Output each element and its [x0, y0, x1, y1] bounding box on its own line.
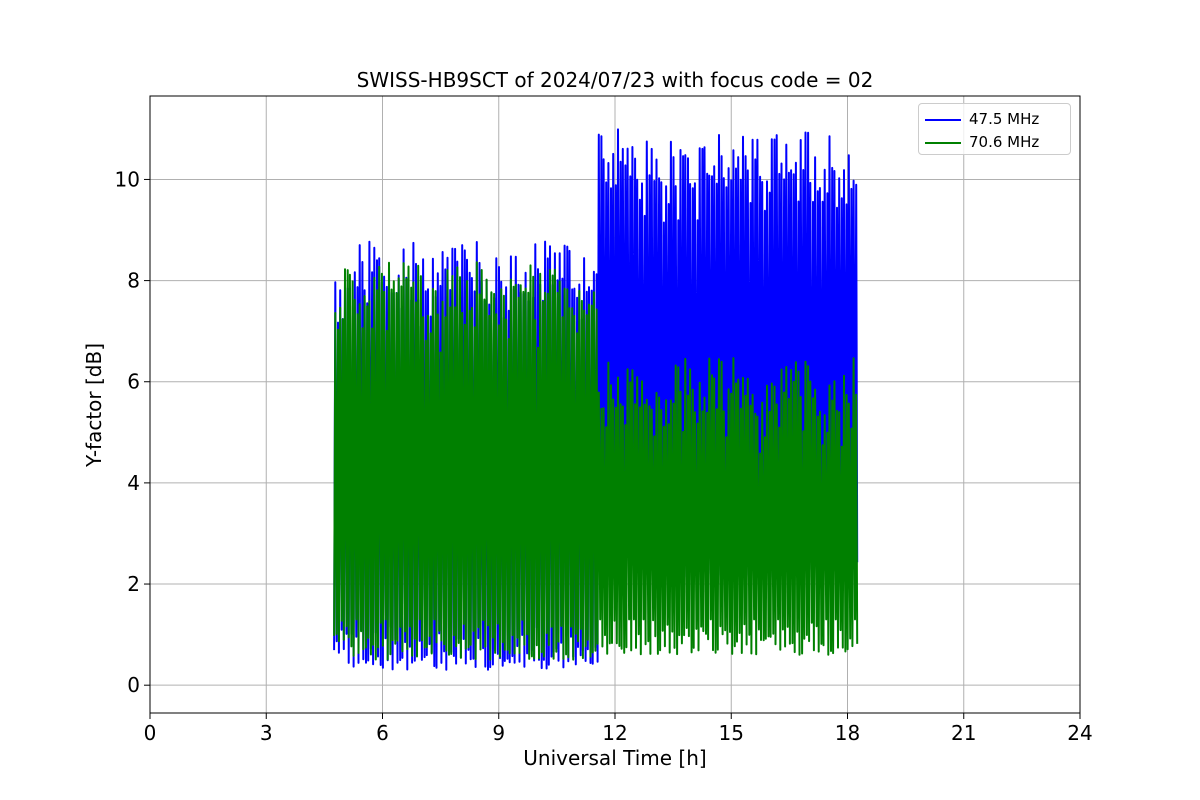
legend-entry-1: 47.5 MHz	[919, 108, 1070, 131]
series-2-group	[333, 261, 859, 661]
legend-swatch-2	[925, 142, 961, 144]
x-tick-label: 0	[144, 721, 157, 745]
x-axis-ticks: 0 3 6 9 12 15 18 21 24	[144, 713, 1093, 745]
y-tick-label: 6	[127, 370, 140, 394]
y-axis-label: Y-factor [dB]	[82, 342, 106, 468]
x-tick-label: 18	[835, 721, 860, 745]
y-tick-label: 4	[127, 471, 140, 495]
y-axis-ticks: 0 2 4 6 8 10	[115, 167, 150, 697]
legend-entry-2: 70.6 MHz	[919, 131, 1070, 154]
legend-label-1: 47.5 MHz	[969, 110, 1040, 128]
y-tick-label: 0	[127, 673, 140, 697]
series-layer	[333, 128, 859, 671]
x-tick-label: 15	[719, 721, 744, 745]
x-tick-label: 6	[376, 721, 389, 745]
x-tick-label: 9	[492, 721, 505, 745]
chart-title: SWISS-HB9SCT of 2024/07/23 with focus co…	[356, 68, 874, 92]
legend-label-2: 70.6 MHz	[969, 133, 1040, 151]
legend-swatch-1	[925, 119, 961, 121]
x-tick-label: 21	[951, 721, 976, 745]
x-tick-label: 24	[1067, 721, 1092, 745]
x-tick-label: 12	[602, 721, 627, 745]
x-tick-label: 3	[260, 721, 273, 745]
legend: 47.5 MHz 70.6 MHz	[918, 103, 1071, 155]
y-tick-label: 10	[115, 167, 140, 191]
y-tick-label: 8	[127, 269, 140, 293]
y-tick-label: 2	[127, 572, 140, 596]
x-axis-label: Universal Time [h]	[523, 746, 707, 770]
series-2-line	[333, 261, 859, 661]
